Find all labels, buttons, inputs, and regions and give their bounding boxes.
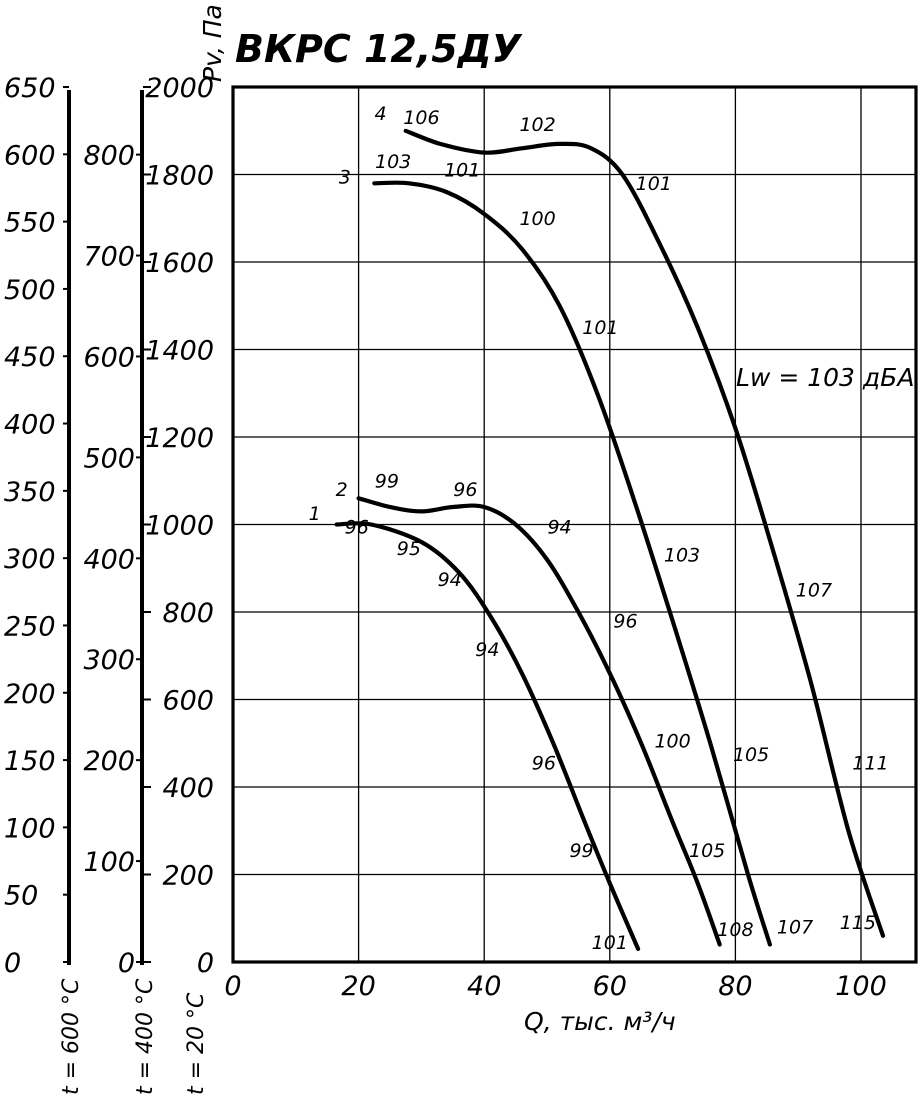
scale-400-label: 300 [83,645,135,676]
scale-600-label: 400 [4,410,56,441]
scale-600-label: 200 [4,679,56,710]
curve-4-sound-label: 111 [852,753,888,775]
x-tick-label: 40 [467,971,501,1002]
scale-600-label: 500 [4,275,56,306]
y-tick-label: 1400 [145,336,214,367]
curve-id-label: 2 [336,479,348,501]
noise-level-annotation: Lw = 103 дБА [736,363,914,392]
curve-3-sound-label: 103 [375,151,411,173]
y-axis-title: Pv, Па [198,4,227,82]
curve-4-sound-label: 107 [796,580,832,602]
texts: 96 95 94 94 96 99 101 99 96 94 96 100 105 108 103 101 10… [309,103,889,954]
scale-600-label: 50 [4,881,38,912]
curve-2-sound-label: 108 [717,919,753,941]
curve-4-sound-label: 102 [519,114,555,136]
y-tick-label: 1000 [145,511,214,542]
curve-3 [372,180,772,947]
x-tick-label: 60 [593,971,627,1002]
curve-4-sound-label: 106 [403,107,439,129]
curve-3-sound-label: 100 [519,208,555,230]
curve-2-sound-label: 99 [375,470,399,492]
curve-2-sound-label: 96 [613,610,637,632]
side-scales: 0 50 100 150 200 250 300 350 400 450 500 550 600 650 0… [4,73,144,979]
scale-600-label: 650 [4,73,56,104]
axis-ticks: 0 200 400 600 800 1000 1200 1400 1600 1800 2000 0 20… [143,73,887,1002]
curve-1 [334,521,641,951]
x-tick-label: 20 [341,971,375,1002]
x-tick-label: 80 [718,971,752,1002]
curve-2-sound-label: 96 [453,479,477,501]
curve-id-label: 1 [309,503,321,525]
scale-600-label: 450 [4,342,56,373]
y-tick-label: 2000 [145,73,214,104]
scale-400-label: 200 [83,746,135,777]
curve-1-sound-label: 94 [475,639,499,661]
chart-title: ВКРС 12,5ДУ [235,27,523,71]
curve-id-label: 3 [339,166,351,188]
curve-1-sound-label: 95 [397,538,421,560]
scale-600-label: 600 [4,140,56,171]
x-axis-title: Q, тыс. м³/ч [524,1007,676,1036]
curve-2-sound-label: 100 [654,731,690,753]
curve-2-sound-label: 105 [689,840,725,862]
scale-600-label: 100 [4,813,56,844]
y-tick-label: 0 [197,948,214,979]
scale-600-label: 0 [4,948,21,979]
curve-4-sound-label: 115 [840,912,876,934]
curve-3-sound-label: 107 [777,917,813,939]
curve-1-sound-label: 101 [592,932,628,954]
y-tick-label: 200 [162,861,214,892]
scale-label-20: t = 20 °C [184,992,209,1095]
scale-400-label: 600 [83,342,135,373]
x-tick-label: 100 [835,971,887,1002]
curve-2-sound-label: 94 [547,516,571,538]
scale-600-label: 250 [4,611,56,642]
y-tick-label: 1600 [145,248,214,279]
scale-label-400: t = 400 °C [133,978,158,1095]
curve-1-sound-label: 99 [569,840,593,862]
scale-400-label: 0 [118,948,135,979]
plot-border [231,85,918,964]
scale-600-label: 550 [4,208,56,239]
curve-3-sound-label: 103 [664,545,700,567]
scale-400-label: 100 [83,847,135,878]
y-tick-label: 1200 [145,423,214,454]
y-tick-label: 600 [162,686,214,717]
curve-1-sound-label: 94 [438,569,462,591]
scale-600-label: 300 [4,544,56,575]
curve-2 [356,496,722,947]
scale-600-label: 150 [4,746,56,777]
y-tick-label: 1800 [145,161,214,192]
curve-id-label: 4 [375,103,387,125]
plot-frame [231,85,918,964]
curve-1-sound-label: 96 [345,516,369,538]
plot-grid [233,87,916,962]
curve-3-sound-label: 101 [444,160,480,182]
curve-3-sound-label: 101 [582,317,618,339]
curves [334,128,886,951]
y-tick-label: 800 [162,598,214,629]
curve-1-sound-label: 96 [532,753,556,775]
curve-3-sound-label: 105 [733,744,769,766]
scale-600-label: 350 [4,477,56,508]
scale-label-600: t = 600 °C [59,978,84,1095]
y-tick-label: 400 [162,773,214,804]
x-tick-label: 0 [224,971,241,1002]
scale-400-label: 400 [83,544,135,575]
curve-4-sound-label: 101 [636,173,672,195]
scale-400-label: 500 [83,443,135,474]
curve-4 [403,128,886,938]
scale-400-label: 700 [83,242,135,273]
scale-400-label: 800 [83,141,135,172]
